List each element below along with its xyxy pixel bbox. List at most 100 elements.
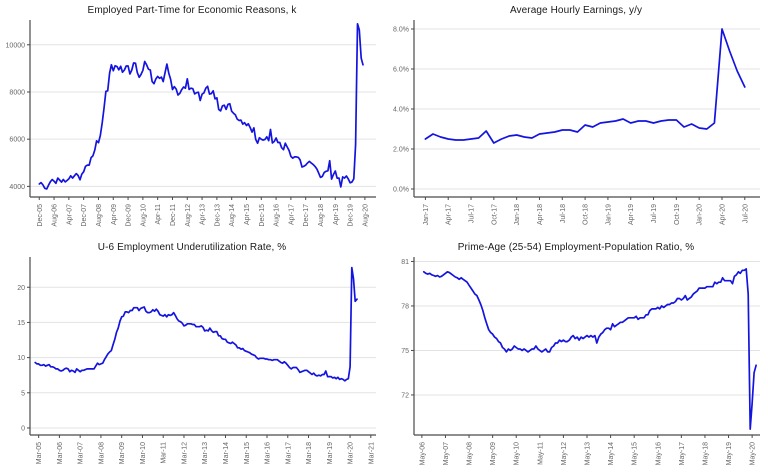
x-tick-label: Mar-08 [98, 442, 105, 464]
x-tick-label: Mar-20 [348, 442, 355, 464]
y-tick-label: 2.0% [393, 147, 409, 154]
x-tick-label: Dec-17 [303, 204, 310, 227]
x-tick-label: May-18 [702, 442, 709, 465]
x-tick-label: Apr-07 [66, 204, 73, 225]
x-tick-label: Aug-08 [96, 204, 103, 227]
y-tick-label: 6000 [9, 137, 25, 144]
x-tick-label: May-19 [726, 442, 733, 465]
x-tick-label: Mar-17 [285, 442, 292, 464]
x-tick-label: Aug-14 [229, 204, 236, 227]
x-tick-label: Dec-13 [214, 204, 221, 227]
data-series-line [422, 268, 757, 430]
x-tick-label: Oct-18 [583, 204, 590, 225]
x-tick-label: Oct-17 [491, 204, 498, 225]
x-tick-label: Aug-06 [52, 204, 59, 227]
x-tick-label: May-20 [750, 442, 757, 465]
chart-title: Prime-Age (25-54) Employment-Population … [457, 242, 695, 253]
chart-title: Employed Part-Time for Economic Reasons,… [87, 5, 297, 16]
x-tick-label: May-16 [655, 442, 662, 465]
y-tick-label: 75 [401, 348, 409, 355]
x-tick-label: Mar-10 [140, 442, 147, 464]
chart-panel-u6-underutilization: U-6 Employment Underutilization Rate, % … [0, 237, 384, 475]
x-tick-label: May-15 [632, 442, 639, 465]
y-tick-label: 20 [17, 285, 25, 292]
x-tick-label: Mar-16 [265, 442, 272, 464]
x-tick-label: Apr-17 [288, 204, 295, 225]
x-tick-label: Apr-20 [719, 204, 726, 225]
x-tick-label: Dec-07 [81, 204, 88, 227]
x-tick-label: Mar-12 [181, 442, 188, 464]
x-tick-label: Apr-15 [244, 204, 251, 225]
x-tick-label: Apr-13 [200, 204, 207, 225]
x-tick-label: Dec-19 [348, 204, 355, 227]
x-tick-label: Jul-19 [651, 204, 658, 223]
y-tick-label: 10 [17, 355, 25, 362]
x-tick-label: May-06 [419, 442, 426, 465]
x-tick-label: Aug-12 [185, 204, 192, 227]
y-tick-label: 8.0% [393, 27, 409, 34]
x-tick-label: May-11 [537, 442, 544, 465]
x-tick-label: Jan-18 [514, 204, 521, 226]
x-tick-label: Apr-19 [628, 204, 635, 225]
chart-panel-employed-part-time: Employed Part-Time for Economic Reasons,… [0, 0, 384, 237]
x-tick-label: May-14 [608, 442, 615, 465]
x-tick-label: Dec-05 [37, 204, 44, 227]
x-tick-label: Apr-09 [111, 204, 118, 225]
x-tick-label: Dec-11 [170, 204, 177, 226]
y-tick-label: 5 [21, 390, 25, 397]
y-tick-label: 0.0% [393, 187, 409, 194]
x-tick-label: May-13 [585, 442, 592, 465]
x-tick-label: Apr-11 [155, 204, 162, 225]
y-tick-label: 15 [17, 320, 25, 327]
x-tick-label: Jul-17 [469, 204, 476, 223]
y-tick-label: 4000 [9, 184, 25, 191]
x-tick-label: Mar-18 [306, 442, 313, 464]
y-tick-label: 72 [401, 392, 409, 399]
chart-title: U-6 Employment Underutilization Rate, % [97, 242, 287, 253]
y-tick-label: 4.0% [393, 107, 409, 114]
x-tick-label: Jan-17 [423, 204, 430, 226]
x-tick-label: May-09 [490, 442, 497, 465]
x-tick-label: Apr-18 [537, 204, 544, 225]
chart-title: Average Hourly Earnings, y/y [509, 5, 643, 16]
y-tick-label: 81 [401, 259, 409, 266]
x-tick-label: Mar-21 [368, 442, 375, 464]
x-tick-label: Mar-07 [78, 442, 85, 464]
x-tick-label: Jul-20 [742, 204, 749, 223]
chart-plot: 72 75 78 81 May-06 May-07 May-08 May-09 May-10 Ma… [401, 257, 760, 465]
y-tick-label: 10000 [6, 42, 26, 49]
x-tick-label: Aug-20 [362, 204, 369, 227]
x-tick-label: Dec-09 [126, 204, 133, 227]
x-tick-label: Aug-10 [140, 204, 147, 227]
x-tick-label: Aug-18 [318, 204, 325, 227]
x-tick-label: Mar-11 [161, 442, 168, 464]
x-tick-label: Apr-19 [333, 204, 340, 225]
data-series-line [424, 28, 746, 144]
x-tick-label: Aug-16 [274, 204, 281, 227]
x-tick-label: Mar-09 [119, 442, 126, 464]
x-tick-label: Mar-05 [36, 442, 43, 464]
x-tick-label: Jan-19 [605, 204, 612, 226]
x-tick-label: May-07 [443, 442, 450, 465]
x-tick-label: Dec-15 [259, 204, 266, 227]
y-tick-label: 0 [21, 425, 25, 432]
x-tick-label: May-10 [514, 442, 521, 465]
chart-panel-average-hourly-earnings: Average Hourly Earnings, y/y 0.0% 2.0% 4.0… [384, 0, 768, 237]
chart-plot: 0 5 10 15 20 Mar-05 Mar-06 Mar-07 Mar-08 Mar-09 Ma… [17, 257, 376, 464]
x-tick-label: Apr-17 [446, 204, 453, 225]
x-tick-label: Oct-19 [674, 204, 681, 225]
x-tick-label: Mar-13 [202, 442, 209, 464]
y-tick-label: 6.0% [393, 67, 409, 74]
x-tick-label: Mar-19 [327, 442, 334, 464]
chart-plot: 4000 6000 8000 10000 Dec-05 Aug-06 Apr-07 Dec-0… [6, 20, 376, 227]
x-tick-label: May-08 [467, 442, 474, 465]
x-tick-label: Jul-18 [560, 204, 567, 223]
data-series-line [34, 266, 358, 382]
y-tick-label: 8000 [9, 89, 25, 96]
x-tick-label: Mar-14 [223, 442, 230, 464]
x-tick-label: May-12 [561, 442, 568, 465]
x-tick-label: Mar-06 [57, 442, 64, 464]
chart-plot: 0.0% 2.0% 4.0% 6.0% 8.0% Jan-17 Apr-17 Jul-17 Oc… [393, 20, 760, 226]
x-tick-label: Jan-20 [697, 204, 704, 226]
